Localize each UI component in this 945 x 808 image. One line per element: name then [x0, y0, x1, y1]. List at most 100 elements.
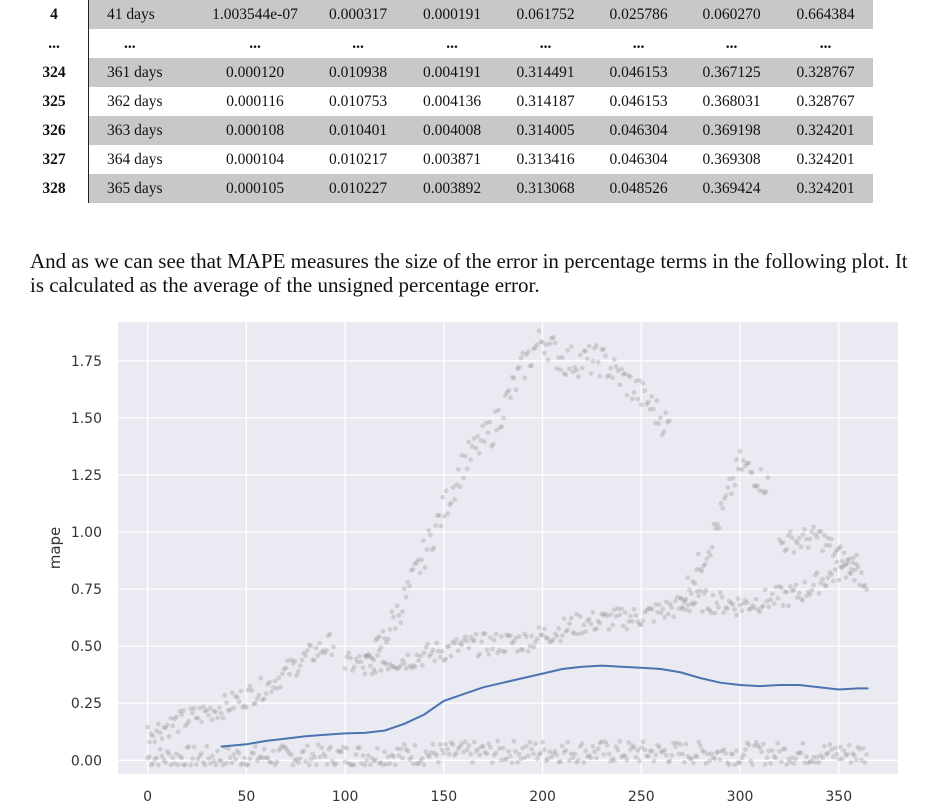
- table-cell: 0.313068: [499, 174, 592, 203]
- scatter-point: [327, 631, 333, 637]
- scatter-point: [567, 621, 572, 627]
- scatter-point: [728, 751, 734, 757]
- scatter-point: [531, 751, 536, 757]
- scatter-point: [748, 469, 753, 475]
- scatter-point: [757, 609, 763, 615]
- scatter-point: [711, 521, 717, 527]
- scatter-point: [403, 594, 409, 600]
- table-cell: 0.664384: [778, 0, 873, 29]
- scatter-point: [845, 751, 850, 757]
- scatter-point: [152, 756, 158, 762]
- scatter-point: [524, 352, 529, 357]
- scatter-point: [665, 611, 671, 617]
- scatter-point: [346, 760, 352, 766]
- scatter-point: [658, 610, 664, 616]
- scatter-point: [357, 745, 362, 750]
- scatter-point: [739, 755, 745, 761]
- scatter-point: [764, 755, 770, 761]
- scatter-point: [501, 415, 507, 421]
- scatter-point: [448, 740, 454, 746]
- scatter-point: [344, 745, 350, 751]
- scatter-point: [795, 751, 800, 756]
- scatter-point: [759, 605, 764, 610]
- scatter-point: [599, 347, 605, 352]
- scatter-point: [432, 658, 438, 664]
- scatter-point: [452, 752, 457, 758]
- scatter-point: [723, 493, 729, 498]
- scatter-point: [760, 741, 766, 747]
- scatter-point: [862, 583, 868, 588]
- scatter-point: [522, 631, 528, 637]
- scatter-point: [326, 746, 332, 752]
- scatter-point: [746, 606, 752, 612]
- y-tick-label: 1.00: [71, 525, 102, 541]
- scatter-point: [263, 691, 269, 696]
- table-cell: 0.328767: [778, 87, 873, 116]
- scatter-point: [730, 751, 736, 757]
- scatter-point: [787, 759, 793, 765]
- scatter-point: [565, 627, 571, 633]
- scatter-point: [608, 365, 614, 371]
- scatter-point: [683, 607, 689, 613]
- scatter-point: [285, 748, 291, 754]
- scatter-point: [470, 637, 475, 643]
- scatter-point: [475, 746, 481, 752]
- scatter-point: [373, 670, 379, 675]
- scatter-point: [416, 658, 422, 663]
- scatter-point: [290, 660, 296, 666]
- scatter-point: [364, 653, 370, 659]
- scatter-point: [552, 340, 558, 346]
- scatter-point: [864, 752, 870, 757]
- scatter-point: [640, 739, 646, 745]
- scatter-point: [798, 544, 804, 550]
- scatter-point: [725, 606, 730, 611]
- scatter-point: [497, 425, 503, 430]
- scatter-point: [804, 593, 809, 599]
- scatter-point: [274, 686, 280, 691]
- scatter-point: [829, 536, 834, 542]
- scatter-point: [318, 650, 324, 656]
- scatter-point: [649, 394, 655, 399]
- scatter-point: [410, 566, 416, 572]
- scatter-point: [242, 755, 247, 761]
- scatter-point: [845, 560, 851, 566]
- scatter-point: [272, 678, 278, 684]
- scatter-point: [287, 671, 292, 677]
- scatter-point: [778, 585, 784, 591]
- scatter-point: [667, 601, 673, 607]
- x-tick-label: 0: [143, 789, 152, 805]
- scatter-point: [367, 663, 373, 669]
- scatter-point: [389, 664, 395, 669]
- scatter-point: [629, 396, 635, 402]
- scatter-point: [737, 760, 743, 766]
- scatter-point: [405, 748, 411, 754]
- scatter-point: [407, 663, 413, 669]
- scatter-point: [398, 662, 404, 668]
- scatter-point: [391, 614, 396, 620]
- scatter-point: [659, 432, 665, 438]
- scatter-point: [335, 748, 341, 754]
- scatter-point: [308, 756, 314, 762]
- table-cell: 364 days: [88, 145, 199, 174]
- scatter-point: [602, 611, 608, 617]
- scatter-point: [667, 758, 673, 764]
- scatter-point: [382, 660, 387, 666]
- table-cell: ...: [199, 29, 311, 58]
- scatter-point: [766, 748, 772, 754]
- scatter-point: [791, 549, 797, 555]
- scatter-point: [735, 596, 741, 602]
- scatter-point: [231, 752, 237, 758]
- scatter-point: [400, 609, 405, 614]
- scatter-point: [816, 760, 822, 765]
- scatter-point: [709, 544, 715, 550]
- scatter-point: [172, 761, 177, 767]
- scatter-point: [461, 749, 466, 755]
- scatter-point: [164, 722, 170, 728]
- scatter-point: [556, 759, 562, 765]
- scatter-point: [756, 488, 762, 493]
- scatter-point: [606, 626, 612, 632]
- scatter-point: [434, 753, 440, 758]
- mape-chart: 0.00 0.25 0.50 0.75 1.00 1.25 1.50 1.75 0 50 100 15…: [46, 322, 898, 805]
- scatter-point: [536, 328, 542, 334]
- table-cell: 0.314491: [499, 58, 592, 87]
